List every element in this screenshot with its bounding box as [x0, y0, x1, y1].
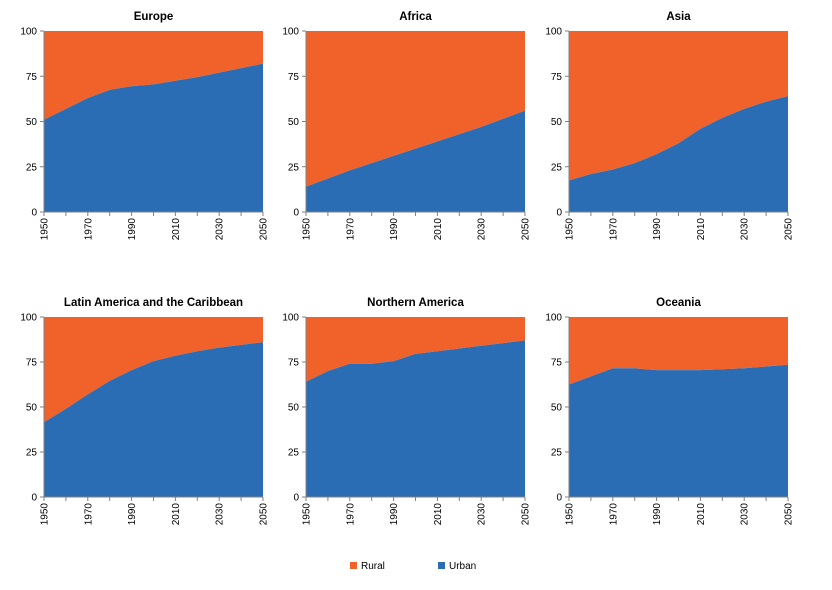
panel-africa-xtick-label-2030: 2030 [477, 218, 488, 241]
panel-oceania-urban-area [569, 364, 788, 497]
panel-asia-xtick-label-2030: 2030 [740, 218, 751, 241]
panel-latin-america-and-the-caribbean-ytick-label-75: 75 [26, 358, 38, 369]
panel-oceania-ytick-label-25: 25 [551, 448, 563, 459]
legend-label-rural: Rural [361, 561, 385, 572]
panel-africa-ytick-label-25: 25 [288, 162, 300, 173]
panel-oceania-title: Oceania [656, 297, 701, 309]
panel-latin-america-and-the-caribbean-ytick-label-50: 50 [26, 403, 38, 414]
panel-latin-america-and-the-caribbean-urban-area [44, 342, 263, 497]
panel-oceania-ytick-label-75: 75 [551, 358, 563, 369]
panel-northern-america-ytick-label-25: 25 [288, 448, 300, 459]
panel-asia-xtick-label-1950: 1950 [565, 218, 576, 241]
panel-northern-america-ytick-label-100: 100 [282, 313, 299, 324]
panel-northern-america-rural-area [306, 317, 525, 382]
panel-europe-ytick-label-100: 100 [20, 27, 37, 38]
panel-oceania-ytick-label-100: 100 [545, 313, 562, 324]
panel-latin-america-and-the-caribbean-xtick-label-2050: 2050 [259, 503, 270, 526]
panel-latin-america-and-the-caribbean-title: Latin America and the Caribbean [64, 297, 243, 309]
panel-asia-ytick-label-50: 50 [551, 117, 563, 128]
legend: Rural Urban [350, 561, 476, 572]
panel-africa-xtick-label-2050: 2050 [521, 218, 532, 241]
panel-europe-xtick-label-2050: 2050 [259, 218, 270, 241]
panel-asia-rural-area [569, 31, 788, 181]
panel-europe-ytick-label-50: 50 [26, 117, 38, 128]
panel-africa-xtick-label-1990: 1990 [389, 218, 400, 241]
panel-asia-ytick-label-0: 0 [556, 208, 562, 219]
panel-oceania-xtick-label-1950: 1950 [565, 503, 576, 526]
panel-oceania-xtick-label-1970: 1970 [608, 503, 619, 526]
panel-asia-ytick-label-75: 75 [551, 72, 563, 83]
panel-europe-ytick-label-75: 75 [26, 72, 38, 83]
panel-asia-xtick-label-2050: 2050 [784, 218, 795, 241]
panel-northern-america-title: Northern America [367, 297, 464, 309]
panel-europe-xtick-label-1950: 1950 [40, 218, 51, 241]
panel-africa-rural-area [306, 31, 525, 187]
panel-europe-ytick-label-0: 0 [31, 208, 37, 219]
panel-northern-america-xtick-label-2030: 2030 [477, 503, 488, 526]
panel-oceania-xtick-label-1990: 1990 [652, 503, 663, 526]
panel-europe-urban-area [44, 63, 263, 212]
panel-latin-america-and-the-caribbean-xtick-label-1990: 1990 [127, 503, 138, 526]
panel-europe: Europe 0 25 50 75 100 1950 1970 1990 2010 2030 2050 [20, 11, 269, 240]
panel-latin-america-and-the-caribbean-ytick-label-0: 0 [31, 493, 37, 504]
panel-oceania: Oceania 0 25 50 75 100 1950 1970 1990 2010 2030 205… [545, 297, 794, 525]
legend-swatch-urban [438, 562, 445, 569]
panel-northern-america-ytick-label-50: 50 [288, 403, 300, 414]
panel-oceania-xtick-label-2010: 2010 [696, 503, 707, 526]
panel-northern-america-xtick-label-1950: 1950 [302, 503, 313, 526]
panel-northern-america-ytick-label-0: 0 [293, 493, 299, 504]
panel-latin-america-and-the-caribbean-xtick-label-1950: 1950 [40, 503, 51, 526]
panel-oceania-rural-area [569, 317, 788, 385]
panel-northern-america-xtick-label-2050: 2050 [521, 503, 532, 526]
panel-europe-xtick-label-1970: 1970 [83, 218, 94, 241]
panel-africa-xtick-label-1950: 1950 [302, 218, 313, 241]
panel-latin-america-and-the-caribbean-xtick-label-2010: 2010 [171, 503, 182, 526]
panel-africa-title: Africa [399, 11, 432, 23]
panel-oceania-xtick-label-2050: 2050 [784, 503, 795, 526]
panel-asia-xtick-label-1970: 1970 [608, 218, 619, 241]
panel-africa-ytick-label-50: 50 [288, 117, 300, 128]
panel-latin-america-and-the-caribbean-ytick-label-25: 25 [26, 448, 38, 459]
panel-latin-america-and-the-caribbean-ytick-label-100: 100 [20, 313, 37, 324]
panel-africa-xtick-label-1970: 1970 [345, 218, 356, 241]
panel-latin-america-and-the-caribbean: Latin America and the Caribbean 0 25 50 75 10… [20, 297, 269, 525]
panel-latin-america-and-the-caribbean-xtick-label-2030: 2030 [215, 503, 226, 526]
panel-asia-xtick-label-2010: 2010 [696, 218, 707, 241]
panel-africa-urban-area [306, 110, 525, 212]
panel-asia-urban-area [569, 96, 788, 212]
panel-asia-ytick-label-100: 100 [545, 27, 562, 38]
panel-europe-title: Europe [134, 11, 174, 23]
legend-swatch-rural [350, 562, 357, 569]
panel-latin-america-and-the-caribbean-xtick-label-1970: 1970 [83, 503, 94, 526]
panel-northern-america-xtick-label-2010: 2010 [433, 503, 444, 526]
panel-europe-xtick-label-2030: 2030 [215, 218, 226, 241]
panel-africa-ytick-label-75: 75 [288, 72, 300, 83]
panel-europe-xtick-label-2010: 2010 [171, 218, 182, 241]
panel-northern-america-xtick-label-1970: 1970 [345, 503, 356, 526]
panel-northern-america-ytick-label-75: 75 [288, 358, 300, 369]
panel-northern-america: Northern America 0 25 50 75 100 1950 1970 1990 20… [282, 297, 531, 525]
panel-asia-title: Asia [666, 11, 691, 23]
panel-oceania-ytick-label-0: 0 [556, 493, 562, 504]
panel-northern-america-urban-area [306, 340, 525, 497]
panel-oceania-xtick-label-2030: 2030 [740, 503, 751, 526]
panel-europe-xtick-label-1990: 1990 [127, 218, 138, 241]
panel-northern-america-xtick-label-1990: 1990 [389, 503, 400, 526]
panel-africa-ytick-label-0: 0 [293, 208, 299, 219]
panel-africa-ytick-label-100: 100 [282, 27, 299, 38]
panel-asia: Asia 0 25 50 75 100 1950 1970 1990 2010 2030 2050 [545, 11, 794, 240]
panel-latin-america-and-the-caribbean-rural-area [44, 317, 263, 423]
panel-africa-xtick-label-2010: 2010 [433, 218, 444, 241]
panel-europe-rural-area [44, 31, 263, 120]
panel-oceania-ytick-label-50: 50 [551, 403, 563, 414]
legend-label-urban: Urban [449, 561, 476, 572]
panel-africa: Africa 0 25 50 75 100 1950 1970 1990 2010 2030 2050 [282, 11, 531, 240]
panel-europe-ytick-label-25: 25 [26, 162, 38, 173]
panel-asia-ytick-label-25: 25 [551, 162, 563, 173]
panel-asia-xtick-label-1990: 1990 [652, 218, 663, 241]
